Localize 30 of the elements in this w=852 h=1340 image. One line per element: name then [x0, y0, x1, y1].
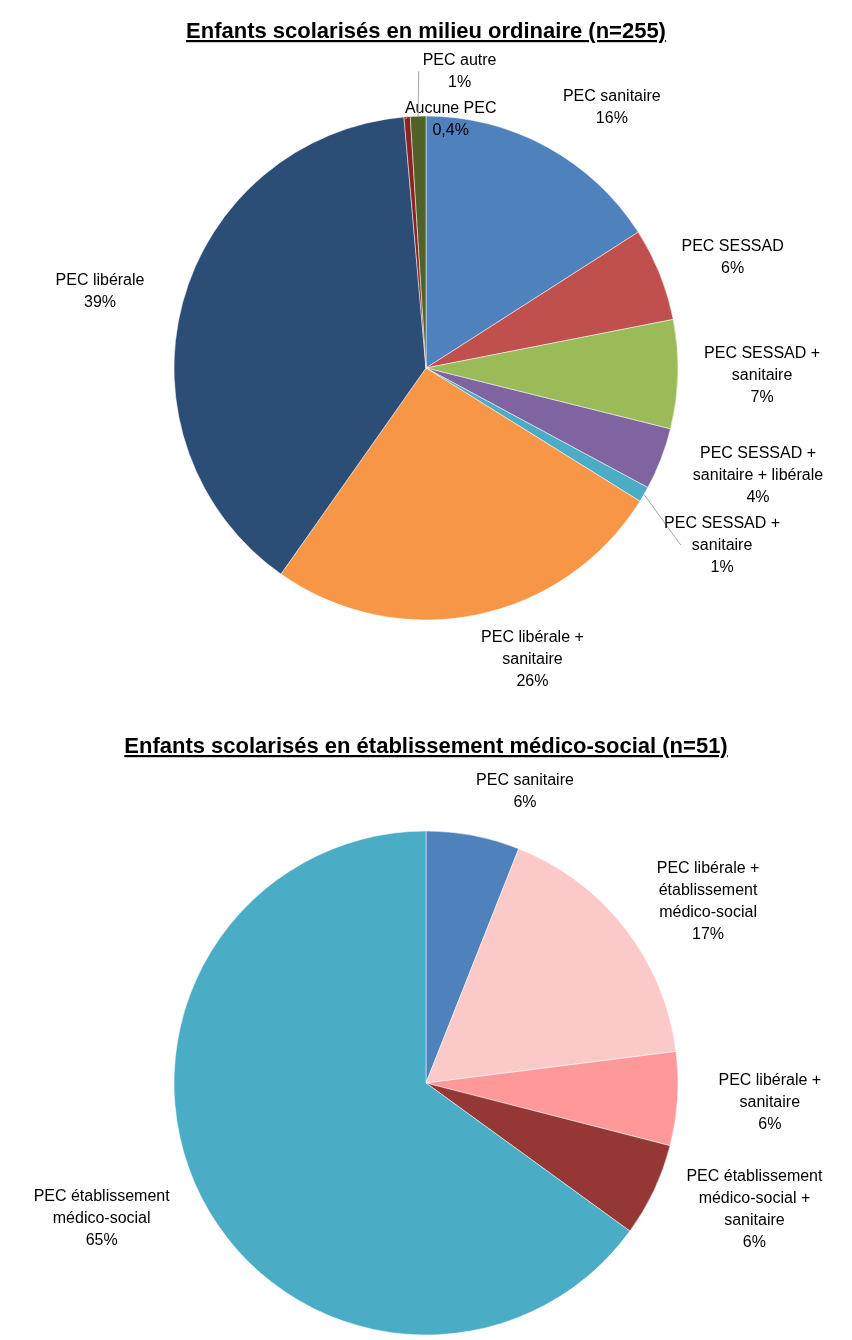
slice-label: PEC SESSAD [681, 237, 784, 255]
slice-label: PEC établissement médico-social + sanitaire [686, 1167, 824, 1229]
slice-label: PEC libérale + sanitaire [718, 1070, 822, 1110]
slice-label: PEC autre [422, 51, 497, 69]
slice-label: PEC SESSAD + sanitaire [704, 344, 821, 384]
slice-label: PEC SESSAD + sanitaire + libérale [692, 444, 824, 484]
data-label: 6% [742, 1233, 766, 1251]
data-label: 6% [758, 1114, 782, 1132]
slice-label: PEC SESSAD + sanitaire [664, 514, 781, 554]
data-label: 39% [83, 292, 117, 310]
chart-title: Enfants scolarisés en établissement médico-social (n=51) [124, 733, 728, 758]
data-label: 26% [516, 672, 549, 690]
slice-label: PEC sanitaire [562, 87, 661, 105]
data-label: 16% [595, 109, 628, 127]
data-label: 17% [692, 924, 725, 942]
data-label: 7% [750, 388, 774, 406]
slice-label: PEC libérale [55, 270, 145, 288]
data-label: 1% [448, 73, 472, 91]
slice-label: PEC sanitaire [476, 771, 574, 789]
data-label: 6% [721, 259, 745, 277]
slice-label: Aucune PEC [404, 99, 497, 117]
slice-label: PEC libérale + sanitaire [481, 628, 584, 668]
data-label: 1% [710, 558, 734, 576]
data-label: 65% [85, 1230, 118, 1248]
chart-title: Enfants scolarisés en milieu ordinaire (n=255) [186, 18, 666, 43]
slice-label: PEC établissement médico-social [33, 1186, 171, 1226]
slice-label: PEC libérale + établissement médico-social [656, 858, 760, 920]
data-label: 0,4% [432, 121, 469, 139]
data-label: 6% [513, 793, 537, 811]
data-label: 4% [746, 488, 770, 506]
